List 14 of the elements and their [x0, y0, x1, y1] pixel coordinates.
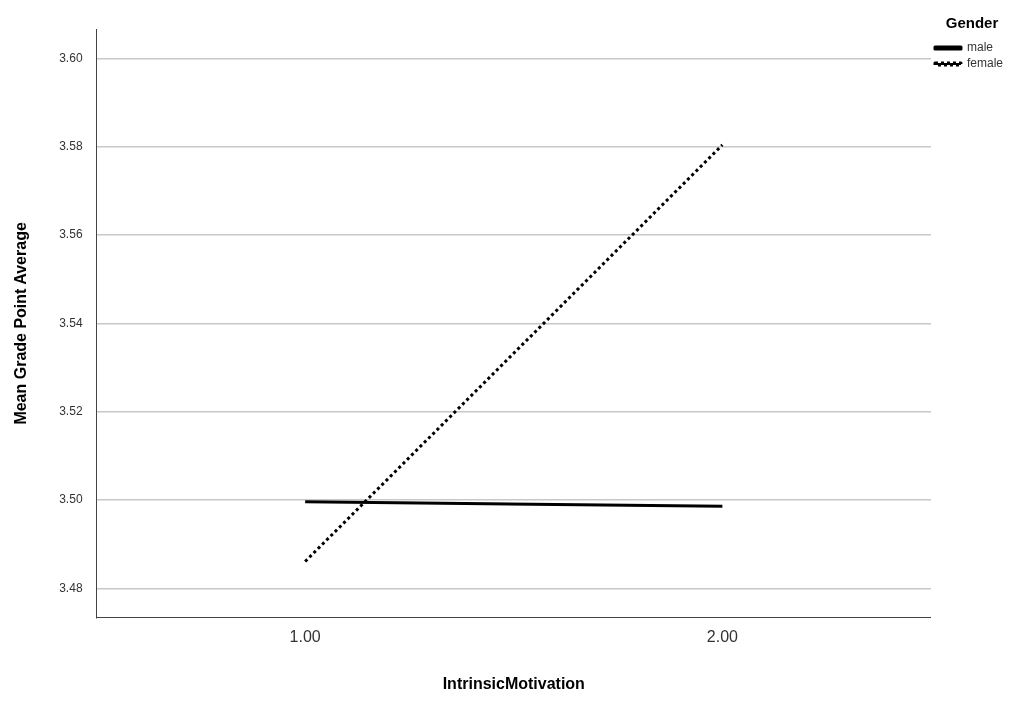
y-tick-label: 3.52 [59, 404, 83, 419]
legend-title: Gender [945, 13, 999, 31]
y-tick-label: 3.60 [59, 50, 83, 65]
x-tick-label: 1.00 [289, 627, 321, 645]
legend-label: female [966, 56, 1004, 71]
y-tick-label: 3.48 [59, 580, 83, 595]
y-tick-label: 3.56 [59, 227, 83, 242]
x-axis-title: IntrinsicMotivation [442, 674, 585, 692]
y-axis-title: Mean Grade Point Average [12, 222, 30, 425]
y-tick-label: 3.54 [59, 315, 83, 330]
x-tick-label: 2.00 [706, 627, 739, 645]
y-tick-label: 3.50 [59, 492, 83, 507]
legend-label: male [966, 40, 994, 55]
y-tick-label: 3.58 [59, 139, 83, 154]
